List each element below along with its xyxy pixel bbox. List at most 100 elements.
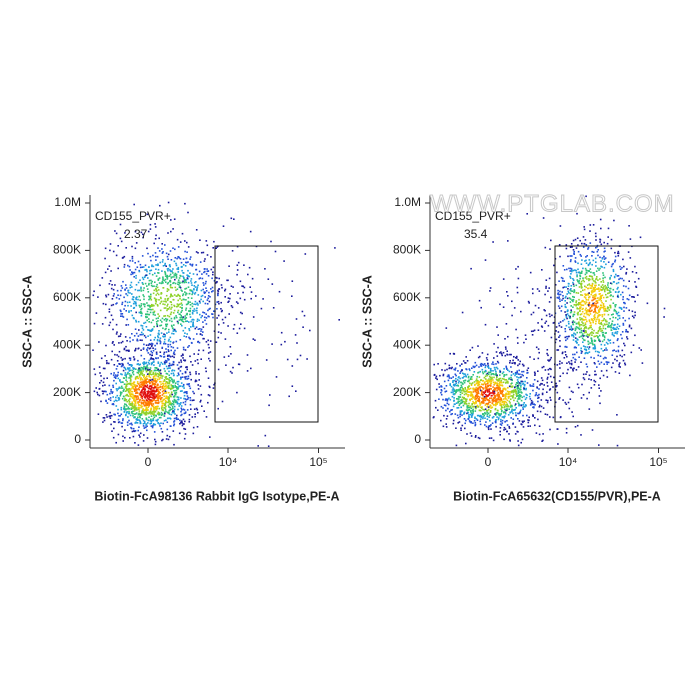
event-dot: [586, 278, 588, 280]
event-dot: [148, 401, 151, 404]
event-dot: [187, 375, 190, 378]
event-dot: [142, 425, 145, 427]
event-dot: [517, 412, 519, 415]
event-dot: [160, 297, 162, 300]
event-dot: [205, 240, 208, 242]
event-dot: [484, 378, 487, 380]
event-dot: [592, 224, 595, 226]
event-dot: [184, 327, 187, 329]
event-dot: [178, 385, 180, 387]
event-dot: [469, 432, 472, 434]
event-dot: [186, 303, 189, 305]
event-dot: [156, 342, 158, 345]
event-dot: [135, 389, 137, 391]
event-dot: [220, 310, 223, 313]
event-dot: [141, 405, 143, 408]
event-dot: [173, 276, 175, 278]
event-dot: [224, 296, 226, 298]
event-dot: [503, 426, 506, 429]
event-dot: [260, 307, 263, 310]
event-dot: [454, 373, 457, 376]
event-dot: [580, 397, 583, 399]
event-dot: [486, 405, 488, 408]
event-dot: [127, 389, 129, 391]
event-dot: [132, 387, 134, 389]
event-dot: [189, 387, 192, 390]
event-dot: [544, 413, 547, 415]
event-dot: [135, 368, 137, 370]
event-dot: [482, 364, 485, 366]
event-dot: [597, 309, 600, 311]
event-dot: [173, 218, 176, 220]
event-dot: [191, 265, 194, 267]
event-dot: [153, 423, 155, 425]
event-dot: [164, 270, 166, 273]
event-dot: [126, 400, 128, 403]
event-dot: [601, 320, 603, 322]
event-dot: [591, 291, 593, 294]
event-dot: [493, 343, 495, 345]
event-dot: [582, 345, 585, 347]
event-dot: [120, 381, 122, 384]
event-dot: [500, 398, 503, 401]
event-dot: [581, 259, 583, 261]
event-dot: [111, 350, 113, 353]
event-dot: [480, 406, 482, 409]
event-dot: [588, 314, 590, 317]
event-dot: [270, 240, 272, 243]
event-dot: [446, 415, 449, 417]
event-dot: [120, 240, 123, 243]
event-dot: [167, 359, 170, 361]
event-dot: [215, 281, 218, 284]
event-dot: [197, 384, 199, 386]
event-dot: [133, 408, 136, 411]
event-dot: [93, 368, 96, 370]
event-dot: [124, 386, 127, 388]
event-dot: [592, 332, 595, 334]
event-dot: [444, 390, 447, 393]
event-dot: [489, 392, 492, 394]
event-dot: [606, 310, 609, 312]
event-dot: [179, 378, 182, 380]
event-dot: [139, 369, 141, 372]
event-dot: [609, 291, 612, 293]
event-dot: [143, 374, 145, 376]
event-dot: [237, 302, 239, 305]
event-dot: [165, 294, 168, 297]
event-dot: [599, 323, 601, 325]
event-dot: [487, 426, 490, 429]
event-dot: [463, 413, 465, 415]
event-dot: [575, 300, 578, 302]
event-dot: [150, 418, 152, 421]
event-dot: [575, 359, 577, 361]
event-dot: [570, 285, 573, 287]
event-dot: [115, 303, 117, 305]
event-dot: [126, 318, 128, 321]
event-dot: [134, 386, 137, 388]
event-dot: [114, 353, 116, 356]
event-dot: [454, 413, 457, 415]
event-dot: [154, 369, 157, 372]
event-dot: [607, 284, 609, 286]
event-dot: [161, 363, 164, 365]
event-dot: [191, 293, 193, 296]
event-dot: [502, 351, 505, 354]
event-dot: [174, 382, 177, 384]
event-dot: [115, 232, 118, 235]
event-dot: [499, 352, 501, 354]
event-dot: [114, 421, 116, 423]
event-dot: [185, 299, 187, 301]
event-dot: [439, 374, 441, 377]
event-dot: [578, 308, 580, 310]
event-dot: [157, 305, 159, 307]
event-dot: [167, 340, 170, 342]
event-dot: [585, 329, 587, 332]
event-dot: [596, 366, 598, 368]
event-dot: [196, 359, 199, 361]
event-dot: [151, 381, 154, 384]
event-dot: [456, 398, 458, 400]
event-dot: [194, 281, 196, 284]
event-dot: [236, 332, 239, 334]
event-dot: [489, 425, 491, 428]
x-axis-title: Biotin-FcA98136 Rabbit IgG Isotype,PE-A: [94, 489, 339, 503]
